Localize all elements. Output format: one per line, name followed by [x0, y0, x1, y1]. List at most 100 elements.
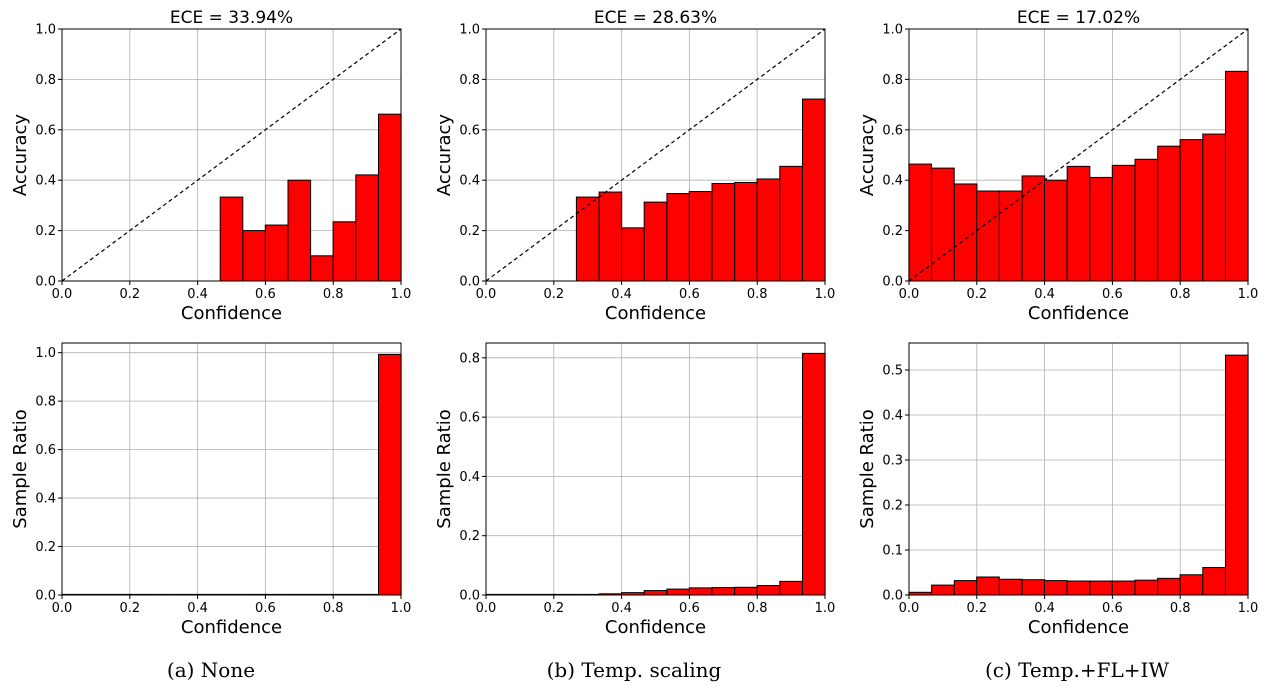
- bar: [756, 585, 781, 596]
- y-axis-label: Sample Ratio: [857, 409, 878, 528]
- x-tick-label: 0.0: [52, 601, 73, 616]
- bar: [1043, 179, 1068, 282]
- y-tick-label: 0.2: [459, 224, 480, 239]
- bar: [575, 196, 600, 282]
- bar: [1111, 580, 1136, 596]
- x-tick-label: 0.4: [611, 601, 632, 616]
- bar: [953, 580, 978, 596]
- bar: [1134, 158, 1159, 282]
- bar: [1225, 70, 1249, 282]
- bar: [287, 179, 312, 282]
- plot-frame: [61, 28, 402, 282]
- bar: [1157, 577, 1181, 596]
- y-tick-label: 0.0: [35, 275, 56, 290]
- bar: [1202, 133, 1226, 282]
- bar: [1134, 579, 1159, 596]
- bar: [688, 191, 713, 282]
- x-tick-label: 0.6: [679, 601, 700, 616]
- bar: [976, 190, 1000, 282]
- y-tick-label: 0.6: [882, 123, 903, 138]
- y-tick-label: 0.6: [35, 123, 56, 138]
- bar: [643, 201, 668, 282]
- bar: [734, 586, 758, 596]
- y-tick-label: 0.4: [35, 492, 56, 507]
- y-tick-label: 0.1: [882, 544, 903, 559]
- y-tick-label: 0.6: [35, 443, 56, 458]
- panel-b-top: 0.0 0.2 0.4 0.6 0.8 1.0 0.0 0.2 0.4 0.6 0.8 1.0 Conf…: [434, 8, 835, 324]
- bar: [643, 590, 668, 596]
- bar: [1179, 139, 1204, 282]
- bar: [378, 113, 402, 282]
- y-axis-label: Sample Ratio: [434, 409, 455, 528]
- y-tick-label: 1.0: [882, 23, 903, 38]
- panel-a-top: 0.0 0.2 0.4 0.6 0.8 1.0 0.0 0.2 0.4 0.6 0.8 1.0 Conf…: [10, 8, 411, 324]
- bar: [264, 224, 289, 282]
- y-tick-label: 0.2: [35, 224, 56, 239]
- y-tick-label: 0.0: [459, 589, 480, 604]
- y-tick-label: 0.4: [35, 174, 56, 189]
- chart-title: ECE = 33.94%: [170, 8, 293, 28]
- x-tick-label: 0.6: [255, 287, 276, 302]
- bar: [620, 227, 645, 282]
- x-tick-label: 1.0: [815, 287, 836, 302]
- caption-a: (a) None: [167, 658, 255, 682]
- y-tick-label: 0.4: [882, 174, 903, 189]
- bar: [931, 167, 955, 282]
- bar: [779, 580, 803, 596]
- x-tick-label: 1.0: [1238, 287, 1259, 302]
- bar: [332, 221, 357, 282]
- x-tick-label: 1.0: [1238, 601, 1259, 616]
- x-tick-label: 1.0: [391, 287, 412, 302]
- perfect-calibration-line: [61, 28, 402, 282]
- x-tick-label: 0.4: [1034, 601, 1055, 616]
- bar: [1043, 580, 1068, 596]
- x-axis-label: Confidence: [1028, 617, 1129, 638]
- x-tick-label: 0.6: [679, 287, 700, 302]
- y-tick-label: 0.0: [35, 589, 56, 604]
- bar: [734, 181, 758, 282]
- bar: [1225, 354, 1249, 596]
- x-tick-label: 0.6: [1102, 287, 1123, 302]
- y-axis-label: Accuracy: [434, 114, 455, 197]
- bar: [1179, 574, 1204, 596]
- bar: [931, 584, 955, 596]
- chart-title: ECE = 28.63%: [594, 8, 717, 28]
- y-tick-label: 0.3: [882, 454, 903, 469]
- y-tick-label: 1.0: [35, 23, 56, 38]
- y-tick-label: 0.4: [882, 409, 903, 424]
- y-tick-label: 0.2: [459, 529, 480, 544]
- x-tick-label: 0.0: [476, 601, 497, 616]
- y-tick-label: 0.4: [459, 470, 480, 485]
- bar: [310, 255, 334, 282]
- y-tick-label: 0.8: [459, 351, 480, 366]
- bar: [976, 576, 1000, 596]
- perfect-calibration-line: [908, 28, 1249, 282]
- x-tick-label: 0.8: [747, 287, 768, 302]
- x-tick-label: 0.4: [187, 601, 208, 616]
- plot-frame: [485, 342, 826, 596]
- bar: [666, 588, 691, 596]
- bar: [242, 230, 267, 282]
- x-tick-label: 1.0: [815, 601, 836, 616]
- x-tick-label: 0.0: [899, 601, 920, 616]
- bar: [355, 174, 379, 282]
- x-tick-label: 0.8: [1170, 287, 1191, 302]
- panel-a-bottom: 0.0 0.2 0.4 0.6 0.8 1.0 0.0 0.2 0.4 0.6 0.8 1.0 Conf…: [10, 342, 411, 638]
- bar: [711, 182, 736, 282]
- x-tick-label: 0.8: [323, 601, 344, 616]
- x-axis-label: Confidence: [605, 303, 706, 324]
- x-axis-label: Confidence: [1028, 303, 1129, 324]
- x-tick-label: 0.6: [255, 601, 276, 616]
- y-axis-label: Sample Ratio: [10, 409, 31, 528]
- y-tick-label: 0.8: [35, 73, 56, 88]
- x-tick-label: 0.4: [611, 287, 632, 302]
- x-tick-label: 0.4: [1034, 287, 1055, 302]
- x-tick-label: 0.2: [119, 287, 140, 302]
- bar: [378, 353, 402, 596]
- bar: [1021, 579, 1046, 596]
- panel-c-top: 0.0 0.2 0.4 0.6 0.8 1.0 0.0 0.2 0.4 0.6 0.8 1.0 Conf…: [857, 8, 1258, 324]
- x-tick-label: 0.8: [323, 287, 344, 302]
- bar: [1089, 176, 1114, 282]
- bar: [802, 98, 826, 282]
- y-tick-label: 0.2: [882, 224, 903, 239]
